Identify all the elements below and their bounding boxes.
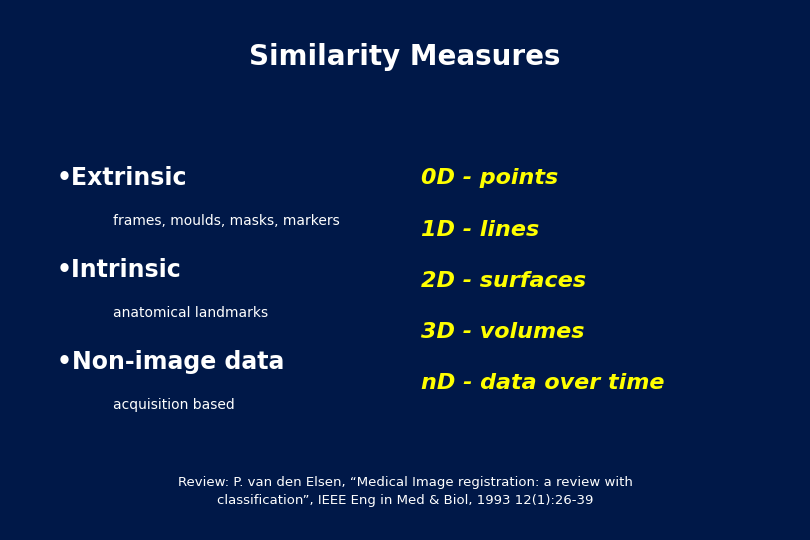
Text: acquisition based: acquisition based bbox=[113, 398, 235, 412]
Text: anatomical landmarks: anatomical landmarks bbox=[113, 306, 269, 320]
Text: Review: P. van den Elsen, “Medical Image registration: a review with
classificat: Review: P. van den Elsen, “Medical Image… bbox=[177, 476, 633, 507]
Text: 3D - volumes: 3D - volumes bbox=[421, 322, 585, 342]
Text: •Intrinsic: •Intrinsic bbox=[57, 258, 181, 282]
Text: 2D - surfaces: 2D - surfaces bbox=[421, 271, 586, 291]
Text: frames, moulds, masks, markers: frames, moulds, masks, markers bbox=[113, 214, 340, 228]
Text: 0D - points: 0D - points bbox=[421, 168, 558, 188]
Text: nD - data over time: nD - data over time bbox=[421, 373, 665, 394]
Text: •Extrinsic: •Extrinsic bbox=[57, 166, 187, 190]
Text: 1D - lines: 1D - lines bbox=[421, 219, 539, 240]
Text: •Non-image data: •Non-image data bbox=[57, 350, 284, 374]
Text: Similarity Measures: Similarity Measures bbox=[249, 43, 561, 71]
